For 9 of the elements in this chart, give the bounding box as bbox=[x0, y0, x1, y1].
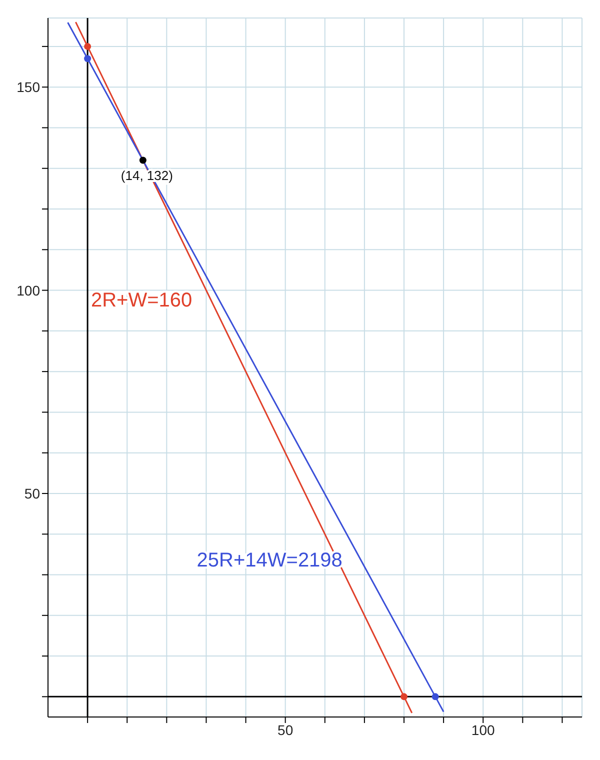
y-tick-label: 50 bbox=[24, 485, 40, 502]
point bbox=[139, 156, 146, 164]
series-label: 2R+W=160 bbox=[90, 290, 192, 312]
y-tick-label: 100 bbox=[16, 282, 40, 298]
y-tick-label: 150 bbox=[16, 79, 40, 96]
point bbox=[84, 42, 92, 50]
point bbox=[400, 693, 408, 700]
point bbox=[84, 55, 92, 62]
point bbox=[432, 693, 439, 700]
